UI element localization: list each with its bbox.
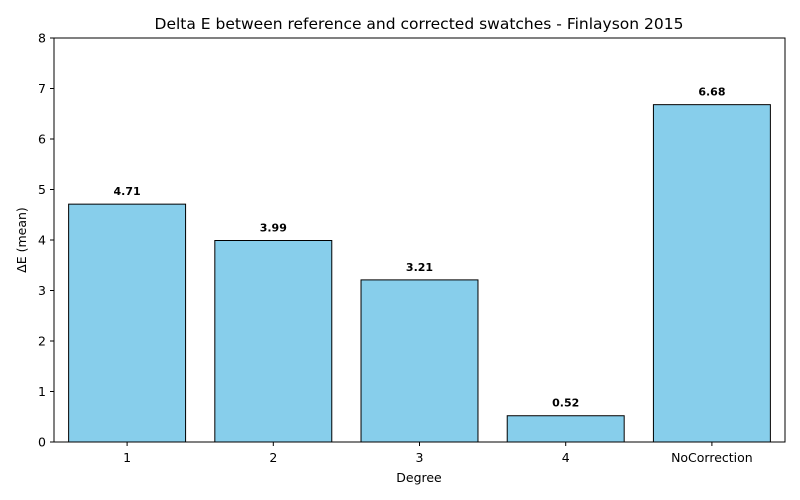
x-tick-label: NoCorrection xyxy=(671,450,753,465)
x-tick-label: 4 xyxy=(562,450,570,465)
y-tick-label: 3 xyxy=(38,283,46,298)
x-tick-label: 3 xyxy=(416,450,424,465)
bar-1 xyxy=(68,203,187,443)
bar-4 xyxy=(506,415,625,443)
y-tick-label: 1 xyxy=(38,384,46,399)
y-tick-label: 0 xyxy=(38,435,46,450)
y-tick-label: 6 xyxy=(38,132,46,147)
bar-value-label: 3.21 xyxy=(406,261,433,274)
bar-value-label: 6.68 xyxy=(698,86,725,99)
x-axis-label: Degree xyxy=(396,470,442,485)
y-tick-label: 7 xyxy=(38,81,46,96)
y-tick-label: 2 xyxy=(38,334,46,349)
y-tick-label: 4 xyxy=(38,233,46,248)
y-tick-label: 5 xyxy=(38,182,46,197)
bar-value-label: 3.99 xyxy=(260,222,287,235)
x-tick-label: 2 xyxy=(269,450,277,465)
y-axis-label: ΔE (mean) xyxy=(14,207,29,273)
bar-NoCorrection xyxy=(652,104,771,443)
bar-3 xyxy=(360,279,479,443)
plot-area: 4.71 3.99 3.21 0.52 6.68 0 1 2 3 4 5 6 7 8 1 2 3 4 NoCorre… xyxy=(38,31,786,465)
chart-title: Delta E between reference and corrected … xyxy=(155,15,684,33)
bar-value-label: 0.52 xyxy=(552,397,579,410)
bar-value-label: 4.71 xyxy=(114,185,141,198)
bar-2 xyxy=(214,240,333,443)
x-tick-label: 1 xyxy=(123,450,131,465)
y-tick-label: 8 xyxy=(38,31,46,46)
